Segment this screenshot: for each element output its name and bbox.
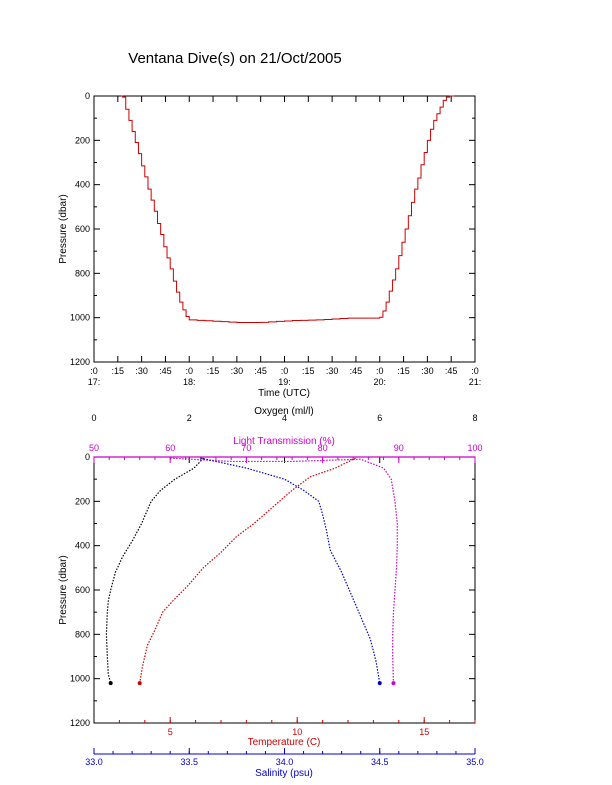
salinity-axis-label: Salinity (psu) [255,768,313,779]
top-y-tick-label: 200 [75,135,90,145]
salinity-tick-label: 33.5 [180,757,198,767]
top-x-tick-label: :15 [207,366,220,376]
top-x-tick-label: :0 [281,366,289,376]
salinity-tick-label: 33.0 [85,757,103,767]
oxygen-profile [105,457,204,684]
bottom-y-axis: 0 200 400 600 800 1000 1200 [70,452,475,728]
top-x-tick-label: :15 [397,366,410,376]
bottom-y-tick-label: 200 [75,496,90,506]
transmission-profile [170,457,398,684]
top-y-axis: 0 200 400 600 800 1000 1200 [70,91,475,367]
top-x-tick-label: :45 [159,366,172,376]
oxygen-axis-label: Oxygen (ml/l) [254,406,313,417]
dive-trace [120,95,455,324]
temperature-profile [139,457,356,684]
top-y-axis-label: Pressure (dbar) [58,194,69,263]
top-y-tick-label: 1000 [70,313,90,323]
profile-panel: 0 200 400 600 800 1000 1200 0 2 4 6 8 50 60 70 80 90 10… [58,406,484,779]
salinity-tick-label: 34.5 [371,757,389,767]
top-x-tick-label: :0 [90,366,98,376]
transmission-axis: 50 60 70 80 90 100 [89,443,483,463]
transmission-tick-label: 80 [318,443,328,453]
salinity-tick-label: 34.0 [276,757,294,767]
transmission-tick-label: 70 [241,443,251,453]
top-x-hour-label: 20: [373,377,386,387]
top-y-tick-label: 1200 [70,357,90,367]
temperature-axis-label: Temperature (C) [248,737,321,748]
top-y-tick-label: 400 [75,180,90,190]
top-x-tick-label: :15 [112,366,125,376]
bottom-y-tick-label: 1000 [70,674,90,684]
top-y-tick-label: 800 [75,268,90,278]
bottom-y-tick-label: 1200 [70,718,90,728]
bottom-y-tick-label: 0 [85,452,90,462]
profile-series [105,457,398,686]
bottom-y-tick-label: 600 [75,585,90,595]
temperature-axis: 5 10 15 [118,717,476,737]
top-x-tick-label: :30 [135,366,148,376]
chart-title: Ventana Dive(s) on 21/Oct/2005 [128,50,342,67]
salinity-axis: 33.0 33.5 34.0 34.5 35.0 [85,748,484,767]
top-x-axis: :0 :15 :30 :45 :0 :15 :30 :45 :0 :15 :30 :45 :0 :15 :3… [88,96,482,387]
temperature-bottom-point [137,681,142,686]
transmission-tick-label: 100 [467,443,482,453]
oxygen-tick-label: 6 [377,413,382,423]
top-y-tick-label: 600 [75,224,90,234]
oxygen-tick-label: 0 [91,413,96,423]
salinity-bottom-point [377,681,382,686]
transmission-tick-label: 90 [394,443,404,453]
top-x-tick-label: :45 [350,366,363,376]
temperature-tick-label: 15 [419,727,429,737]
top-x-tick-label: :15 [302,366,315,376]
salinity-tick-label: 35.0 [466,757,484,767]
transmission-bottom-point [391,681,396,686]
top-x-tick-label: :30 [231,366,244,376]
oxygen-tick-label: 2 [187,413,192,423]
oxygen-tick-label: 4 [282,413,287,423]
top-x-tick-label: :0 [185,366,193,376]
top-x-hour-label: 21: [469,377,482,387]
temperature-tick-label: 5 [168,727,173,737]
top-x-hour-label: 19: [278,377,291,387]
top-x-hour-label: 17: [88,377,101,387]
temperature-tick-label: 10 [292,727,302,737]
top-plot-frame [93,95,476,363]
bottom-y-tick-label: 800 [75,629,90,639]
transmission-tick-label: 50 [89,443,99,453]
top-x-tick-label: :0 [376,366,384,376]
transmission-tick-label: 60 [165,443,175,453]
top-x-axis-label: Time (UTC) [258,388,310,399]
top-x-tick-label: :0 [471,366,479,376]
top-x-hour-label: 18: [183,377,196,387]
salinity-profile [200,457,381,684]
bottom-y-axis-label: Pressure (dbar) [58,555,69,624]
transmission-axis-label: Light Transmission (%) [233,436,335,447]
oxygen-tick-label: 8 [472,413,477,423]
top-x-tick-label: :45 [254,366,267,376]
top-y-tick-label: 0 [85,91,90,101]
time-pressure-panel: 0 200 400 600 800 1000 1200 :0 :15 :30 :45 :0 :15 :3… [58,91,481,399]
bottom-y-tick-label: 400 [75,541,90,551]
top-x-tick-label: :30 [421,366,434,376]
top-x-tick-label: :30 [326,366,339,376]
oxygen-bottom-point [108,681,113,686]
top-x-tick-label: :45 [445,366,458,376]
